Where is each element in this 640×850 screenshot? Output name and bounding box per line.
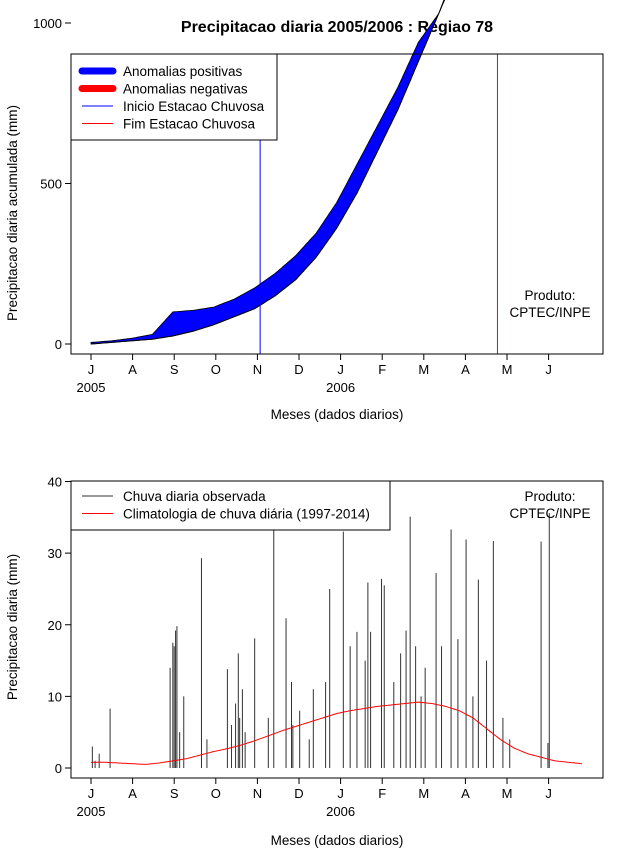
- top-product-label: Produto:: [524, 288, 575, 303]
- top-x-axis-label: Meses (dados diarios): [271, 407, 404, 422]
- bottom-x-tick-label: N: [253, 786, 262, 801]
- bottom-x-tick-label: A: [128, 786, 137, 801]
- top-legend-label: Inicio Estacao Chuvosa: [123, 99, 265, 114]
- bottom-x-tick-label: J: [88, 786, 95, 801]
- bottom-y-axis-label: Precipitacao diaria (mm): [5, 554, 20, 700]
- top-x-tick-label: J: [337, 362, 344, 377]
- top-x-tick-label: J: [88, 362, 95, 377]
- daily-precipitation-chart: 0 10 20 30 40 J A S O N D J F M A M J 2005 2006 Chuva diari…: [48, 475, 604, 819]
- top-x-tick-label: F: [378, 362, 386, 377]
- bottom-year-label: 2005: [77, 804, 106, 819]
- bottom-y-tick-label: 40: [48, 475, 62, 490]
- top-x-tick-label: D: [294, 362, 303, 377]
- top-y-tick-label: 0: [55, 337, 62, 352]
- top-y-tick-label: 500: [40, 177, 62, 192]
- positive-anomaly-band: [90, 0, 445, 345]
- bottom-y-tick-label: 10: [48, 689, 62, 704]
- bottom-legend-box: [70, 480, 391, 531]
- top-y-axis-label: Precipitacao diaria acumulada (mm): [5, 105, 20, 321]
- top-x-tick-label: A: [461, 362, 470, 377]
- climatology-cumulative-line: [90, 0, 446, 345]
- top-x-tick-label: M: [502, 362, 513, 377]
- chart-title: Precipitacao diaria 2005/2006 : Regiao 7…: [181, 19, 493, 36]
- bottom-y-tick-label: 30: [48, 546, 62, 561]
- bottom-y-tick-label: 20: [48, 618, 62, 633]
- bottom-legend-label: Climatologia de chuva diária (1997-2014): [123, 507, 370, 522]
- bottom-x-tick-label: A: [461, 786, 470, 801]
- bottom-x-tick-label: M: [418, 786, 429, 801]
- top-plot-frame: [70, 53, 604, 355]
- top-y-tick-label: 1000: [33, 16, 62, 31]
- bottom-x-tick-label: J: [545, 786, 552, 801]
- top-product-source: CPTEC/INPE: [509, 305, 590, 320]
- top-year-label: 2006: [326, 380, 355, 395]
- bottom-x-tick-label: S: [170, 786, 179, 801]
- top-x-tick-label: M: [418, 362, 429, 377]
- bottom-x-tick-label: J: [337, 786, 344, 801]
- top-x-tick-label: O: [211, 362, 221, 377]
- top-x-tick-label: S: [170, 362, 179, 377]
- top-x-tick-label: N: [253, 362, 262, 377]
- top-legend-label: Anomalias positivas: [123, 64, 243, 79]
- climatology-daily-line: [91, 701, 583, 765]
- top-legend-box: [70, 53, 278, 141]
- bottom-year-label: 2006: [326, 804, 355, 819]
- bottom-x-tick-label: F: [378, 786, 386, 801]
- top-year-label: 2005: [77, 380, 106, 395]
- top-legend-label: Anomalias negativas: [123, 82, 248, 97]
- bottom-x-tick-label: D: [294, 786, 303, 801]
- top-legend: Anomalias positivas Anomalias negativas In…: [70, 53, 278, 141]
- bottom-x-axis-label: Meses (dados diarios): [271, 833, 404, 848]
- bottom-x-tick-label: M: [502, 786, 513, 801]
- cumulative-precipitation-chart: 050010001500JASONDJFMAMJ20052006Anomalia…: [33, 0, 604, 395]
- bottom-y-tick-label: 0: [55, 761, 62, 776]
- top-x-tick-label: A: [128, 362, 137, 377]
- bottom-product-label: Produto:: [524, 489, 575, 504]
- bottom-legend: Chuva diaria observada Climatologia de ch…: [70, 480, 391, 531]
- bottom-product-source: CPTEC/INPE: [509, 506, 590, 521]
- top-x-tick-label: J: [545, 362, 552, 377]
- bottom-legend-label: Chuva diaria observada: [123, 489, 266, 504]
- top-legend-label: Fim Estacao Chuvosa: [123, 117, 256, 132]
- bottom-x-tick-label: O: [211, 786, 221, 801]
